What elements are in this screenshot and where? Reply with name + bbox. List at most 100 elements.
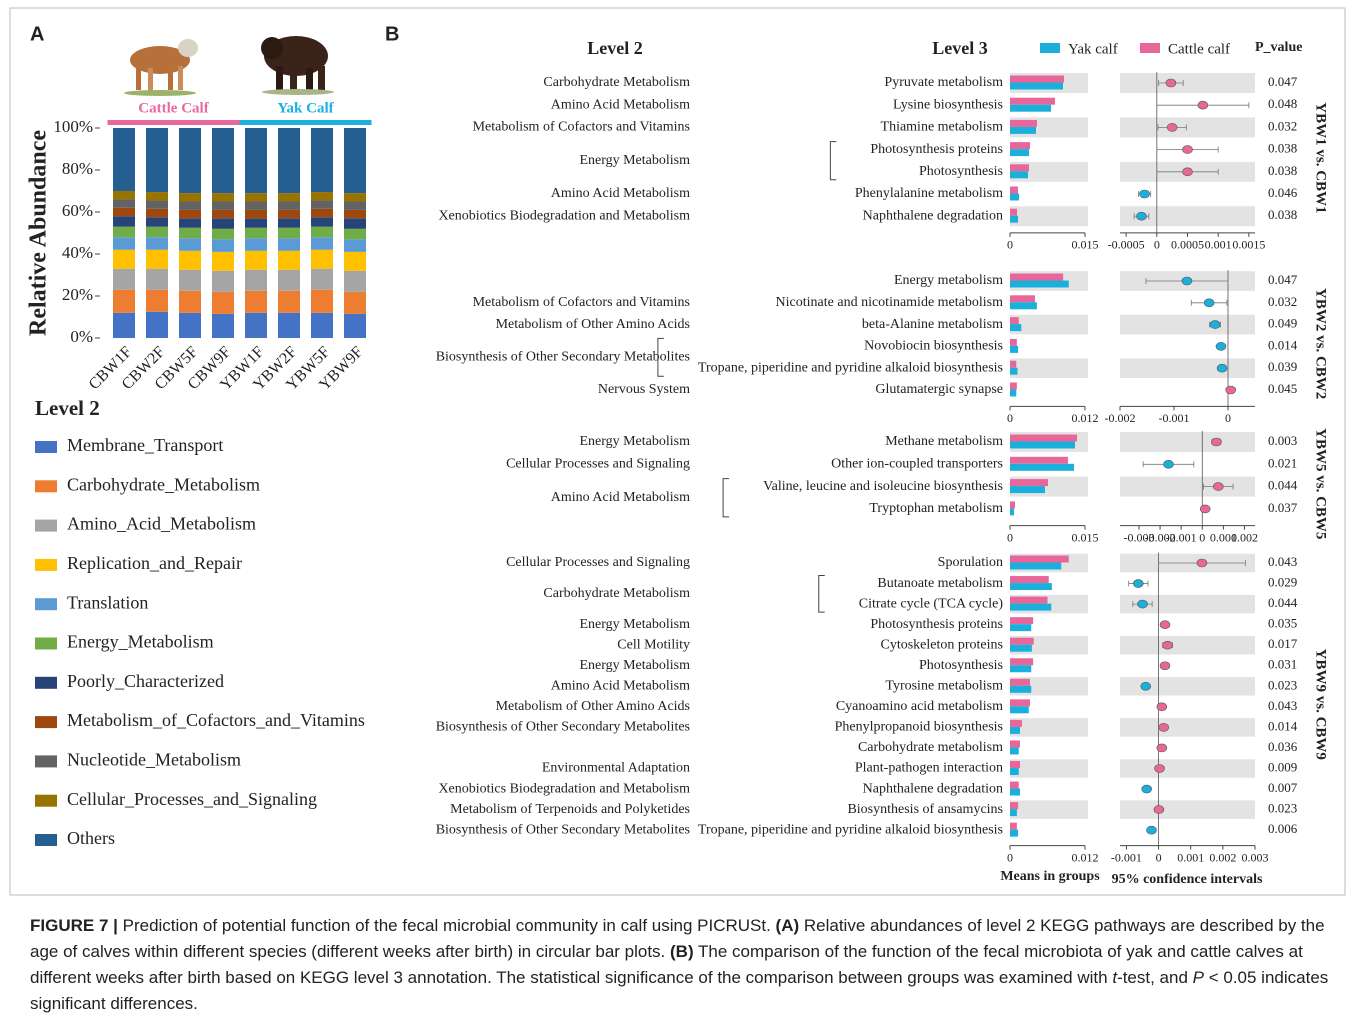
row-band bbox=[1120, 315, 1255, 335]
x-tick-label: 0 bbox=[1007, 850, 1013, 864]
bar-segment bbox=[245, 128, 267, 193]
bar-segment bbox=[278, 218, 300, 227]
level3-label: Citrate cycle (TCA cycle) bbox=[859, 596, 1004, 611]
level2-label: Xenobiotics Biodegradation and Metabolis… bbox=[438, 781, 690, 796]
mean-bar bbox=[1010, 361, 1016, 368]
legend-swatch bbox=[35, 638, 57, 650]
level3-label: Tryptophan metabolism bbox=[869, 501, 1003, 516]
bar-segment bbox=[212, 210, 234, 218]
mean-bar bbox=[1010, 187, 1018, 194]
group-bar bbox=[108, 120, 240, 125]
ci-tick-label: 0.001 bbox=[1205, 238, 1232, 252]
ci-dot bbox=[1204, 299, 1214, 307]
bar-segment bbox=[245, 193, 267, 201]
ci-dot bbox=[1142, 785, 1152, 793]
ci-dot bbox=[1160, 662, 1170, 670]
bar-segment bbox=[179, 193, 201, 201]
bar-segment bbox=[113, 208, 135, 216]
group-label: Yak Calf bbox=[277, 100, 334, 116]
legend-label: Cellular_Processes_and_Signaling bbox=[67, 789, 317, 809]
p-value: 0.035 bbox=[1268, 616, 1297, 631]
level3-label: Naphthalene degradation bbox=[863, 208, 1003, 223]
caption-text: P bbox=[1193, 968, 1204, 987]
bar-segment bbox=[311, 192, 333, 200]
legend-label: Others bbox=[67, 828, 115, 848]
level2-label: Nervous System bbox=[598, 382, 690, 397]
bar-segment bbox=[311, 217, 333, 226]
bar-segment bbox=[344, 271, 366, 292]
mean-bar bbox=[1010, 368, 1018, 375]
panel-label: A bbox=[30, 23, 44, 45]
group-bracket bbox=[819, 576, 825, 613]
p-value: 0.047 bbox=[1268, 74, 1298, 89]
mean-bar bbox=[1010, 383, 1017, 390]
mean-bar bbox=[1010, 658, 1033, 665]
ci-dot bbox=[1166, 79, 1176, 87]
level3-label: Thiamine metabolism bbox=[881, 120, 1004, 135]
level3-label: Photosynthesis proteins bbox=[870, 142, 1003, 157]
level2-label: Amino Acid Metabolism bbox=[551, 679, 690, 694]
legend-label: Energy_Metabolism bbox=[67, 632, 214, 652]
legend-swatch bbox=[35, 441, 57, 453]
ci-tick-label: 0 bbox=[1154, 238, 1160, 252]
level3-label: Naphthalene degradation bbox=[863, 781, 1003, 796]
legend-title: Level 2 bbox=[35, 396, 100, 420]
bar-segment bbox=[113, 290, 135, 313]
y-tick-label: 0% bbox=[70, 327, 93, 346]
caption-label: FIGURE 7 | bbox=[30, 916, 118, 935]
mean-bar bbox=[1010, 699, 1030, 706]
yak-calf-image bbox=[261, 36, 334, 95]
ci-dot bbox=[1210, 321, 1220, 329]
p-value: 0.032 bbox=[1268, 118, 1297, 133]
mean-bar bbox=[1010, 830, 1018, 837]
ci-tick-label: -0.001 bbox=[1159, 411, 1190, 425]
level2-label: Amino Acid Metabolism bbox=[551, 186, 690, 201]
p-value: 0.009 bbox=[1268, 759, 1297, 774]
p-value: 0.023 bbox=[1268, 801, 1297, 816]
level2-header: Level 2 bbox=[587, 38, 643, 58]
bar-segment bbox=[113, 250, 135, 269]
level3-label: Novobiocin biosynthesis bbox=[864, 339, 1003, 354]
p-value: 0.021 bbox=[1268, 455, 1297, 470]
ci-tick-label: 0.0005 bbox=[1171, 238, 1204, 252]
row-band bbox=[1010, 759, 1088, 777]
comparison-title: YBW2 vs. CBW2 bbox=[1313, 288, 1329, 399]
level3-label: beta-Alanine metabolism bbox=[862, 317, 1003, 332]
ci-dot bbox=[1160, 621, 1170, 629]
bar-segment bbox=[245, 251, 267, 270]
p-value: 0.043 bbox=[1268, 698, 1297, 713]
ci-tick-label: -0.001 bbox=[1166, 530, 1197, 544]
bar-segment bbox=[113, 237, 135, 250]
bar-segment bbox=[344, 210, 366, 218]
bar-segment bbox=[278, 228, 300, 239]
caption-text: (A) bbox=[776, 916, 800, 935]
y-tick-label: 80% bbox=[62, 159, 93, 178]
mean-bar bbox=[1010, 823, 1017, 830]
bar-segment bbox=[179, 228, 201, 239]
mean-bar bbox=[1010, 302, 1037, 309]
mean-bar bbox=[1010, 346, 1018, 353]
caption-text: Prediction of potential function of the … bbox=[118, 916, 776, 935]
mean-bar bbox=[1010, 295, 1035, 302]
bar-segment bbox=[212, 292, 234, 314]
bar-segment bbox=[113, 191, 135, 199]
p-value: 0.048 bbox=[1268, 96, 1297, 111]
level3-label: Glutamatergic synapse bbox=[875, 382, 1003, 397]
mean-bar bbox=[1010, 556, 1069, 563]
ci-tick-label: 0 bbox=[1199, 530, 1205, 544]
bar-segment bbox=[113, 227, 135, 238]
level3-label: Methane metabolism bbox=[885, 434, 1003, 449]
legend-label: Replication_and_Repair bbox=[67, 553, 242, 573]
mean-bar bbox=[1010, 149, 1029, 156]
level2-label: Metabolism of Other Amino Acids bbox=[496, 699, 690, 714]
ci-dot bbox=[1183, 168, 1193, 176]
level3-label: Phenylpropanoid biosynthesis bbox=[835, 720, 1003, 735]
legend-label: Metabolism_of_Cofactors_and_Vitamins bbox=[67, 710, 365, 730]
bar-segment bbox=[311, 237, 333, 250]
level2-label: Amino Acid Metabolism bbox=[551, 490, 690, 505]
mean-bar bbox=[1010, 442, 1075, 449]
level2-label: Biosynthesis of Other Secondary Metaboli… bbox=[436, 720, 690, 735]
ci-dot bbox=[1164, 460, 1174, 468]
bar-segment bbox=[311, 128, 333, 192]
ci-dot bbox=[1211, 438, 1221, 446]
